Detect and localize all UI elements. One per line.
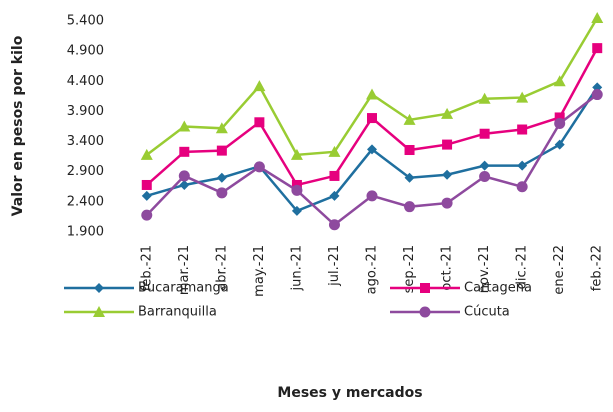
data-point [291,205,302,216]
data-point [216,145,227,156]
legend-label: Barranquilla [138,305,217,320]
data-point [554,117,566,129]
legend-marker [94,283,104,293]
data-point [366,88,378,100]
series-line [146,17,599,157]
legend-marker [420,283,430,293]
data-point [553,75,566,87]
data-point [404,201,416,213]
data-point [554,112,565,123]
data-point [516,181,528,193]
data-point [441,197,453,209]
y-axis-title: Valor en pesos por kilo [10,35,26,216]
legend-marker [419,306,431,318]
x-tick-label: sep.-21 [402,245,417,293]
x-tick-label: jul.-21 [327,245,342,287]
data-point [442,139,453,150]
y-tick-label: 2.400 [67,194,104,209]
data-point [216,187,228,199]
data-point [254,117,265,128]
data-point [215,122,228,134]
x-tick-label: ago.-21 [365,245,380,294]
data-point [366,190,378,202]
data-point [179,146,190,157]
x-tick-label: may.-21 [252,245,267,297]
data-point [178,120,191,132]
data-point [290,148,303,160]
data-point [367,113,377,124]
data-point [253,80,266,92]
y-tick-label: 4.400 [67,74,104,89]
data-point [517,124,528,135]
x-tick-label: nov.-21 [477,245,492,293]
data-point [404,172,415,183]
y-tick-label: 3.400 [67,134,104,149]
legend-label: Bucaramanga [138,281,229,296]
x-tick-label: oct.-21 [440,245,455,291]
data-point [441,107,454,119]
data-point [592,43,603,54]
data-point [516,91,529,103]
data-point [591,11,604,23]
data-point [328,219,340,231]
data-point [554,139,565,150]
legend-marker [93,306,105,317]
y-tick-label: 5.400 [67,14,104,29]
y-tick-label: 3.900 [67,104,104,119]
data-point [404,145,415,156]
legend-label: Cartagena [464,281,532,296]
data-point [329,190,340,201]
data-point [253,161,265,173]
data-point [479,128,490,139]
x-tick-label: jun.-21 [289,245,304,291]
x-tick-label: feb.-22 [590,245,605,291]
data-point [141,190,152,201]
legend-label: Cúcuta [464,305,510,320]
data-point [479,171,491,183]
x-tick-label: mar.-21 [177,245,192,295]
data-point [141,209,153,221]
x-axis-title: Meses y mercados [277,385,422,401]
data-point [517,160,528,171]
data-point [329,170,340,181]
data-point [291,184,303,196]
y-tick-label: 4.900 [67,44,104,59]
x-tick-label: ene.-22 [552,245,567,295]
data-point [591,89,603,101]
data-point [403,113,416,125]
x-tick-label: abr.-21 [214,245,229,291]
data-point [442,169,453,180]
y-tick-label: 2.900 [67,164,104,179]
data-point [478,92,491,104]
data-point [140,148,153,160]
x-tick-label: dic.-21 [515,245,530,289]
data-point [179,179,190,190]
data-point [216,172,227,183]
y-tick-label: 1.900 [67,225,104,240]
data-point [328,145,341,157]
x-tick-label: feb.-21 [139,245,154,291]
data-point [178,170,190,182]
data-point [141,179,152,190]
data-point [479,160,490,171]
data-point [367,144,377,155]
